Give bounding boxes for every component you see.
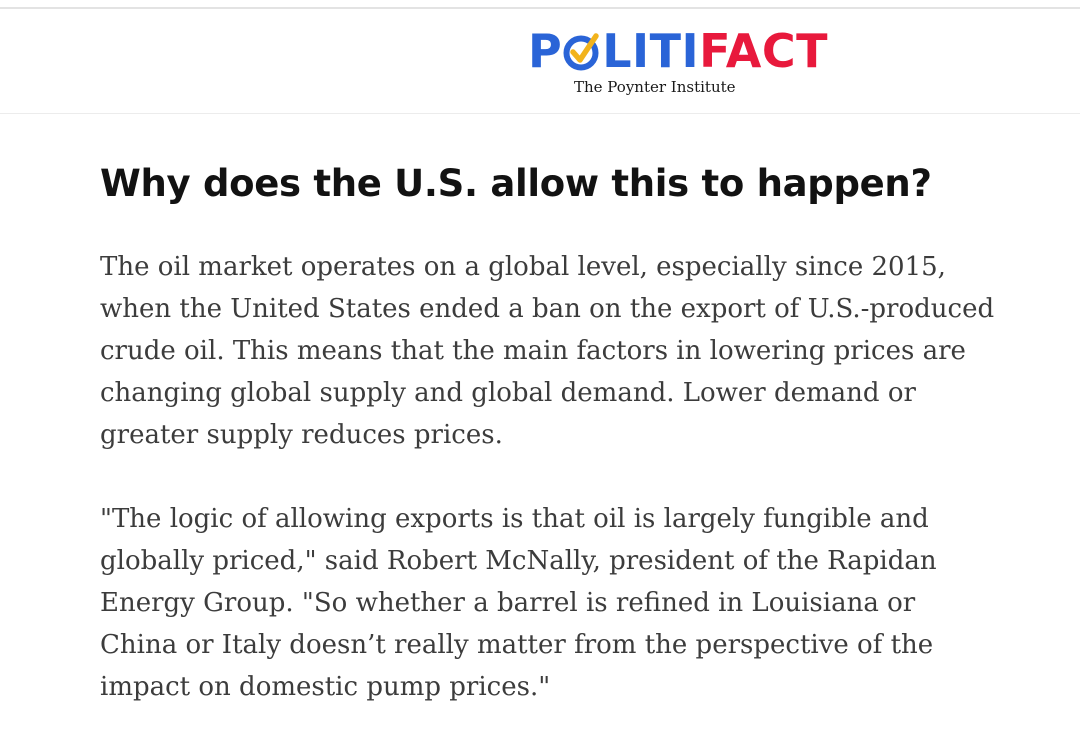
logo-text-liti: LITI xyxy=(602,24,700,78)
politifact-logo[interactable]: P LITI FACT The Poynter Institute xyxy=(528,28,828,103)
top-divider xyxy=(0,7,1080,9)
logo-text-fact: FACT xyxy=(699,24,829,78)
article-paragraph: "The logic of allowing exports is that o… xyxy=(100,504,937,702)
logo-wordmark: P LITI FACT xyxy=(528,28,828,74)
logo-subtitle: The Poynter Institute xyxy=(574,78,736,96)
site-header: P LITI FACT The Poynter Institute xyxy=(0,9,1080,114)
article-headline: Why does the U.S. allow this to happen? xyxy=(100,162,932,205)
checkmark-o-icon xyxy=(563,28,601,74)
logo-letter-p: P xyxy=(528,24,563,78)
article-paragraph: The oil market operates on a global leve… xyxy=(100,252,995,450)
article-body: Why does the U.S. allow this to happen? … xyxy=(100,160,1000,708)
